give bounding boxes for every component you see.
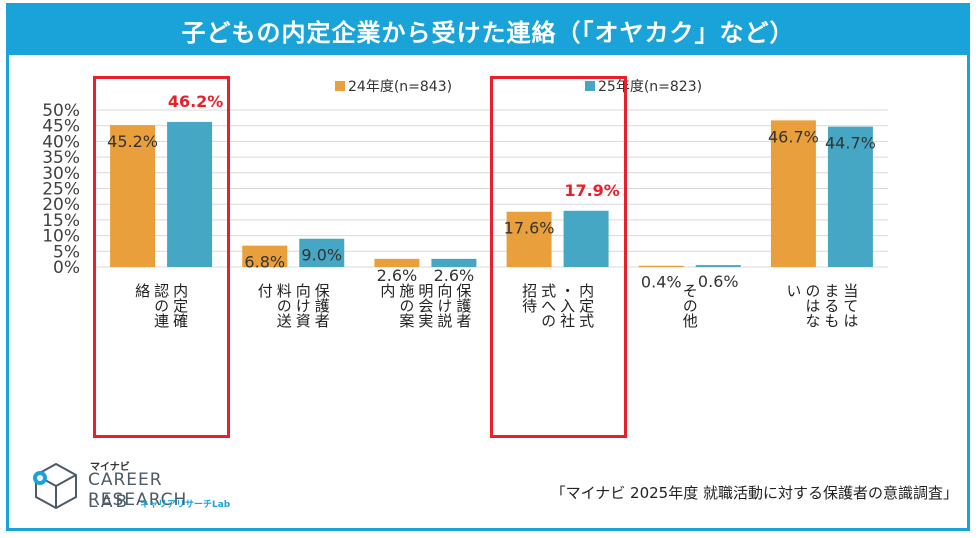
- x-tick-label: ・入社: [558, 283, 576, 328]
- bar: [563, 210, 609, 267]
- logo-line2: LAB: [88, 492, 131, 512]
- bar: [695, 265, 741, 267]
- data-label: 0.6%: [698, 272, 739, 291]
- y-tick-label: 20%: [42, 195, 80, 215]
- bar: [770, 120, 816, 267]
- data-label: 0.4%: [641, 273, 682, 292]
- x-tick-label: 明会実: [416, 283, 434, 328]
- x-tick-label: 内定確: [171, 283, 189, 328]
- bar: [110, 125, 156, 268]
- bar: [299, 238, 345, 267]
- logo-line1: CAREER RESEARCH: [88, 470, 188, 510]
- x-tick-label: 保護者: [313, 283, 331, 328]
- y-tick-label: 0%: [53, 258, 80, 278]
- x-tick-label: 認の連: [152, 283, 170, 329]
- x-tick-label: 施の案: [397, 283, 415, 328]
- highlight-box-naitei-kakunin: [93, 76, 231, 438]
- bar: [827, 126, 873, 267]
- legend-label: 24年度(n=843): [348, 79, 452, 95]
- y-tick-label: 50%: [42, 101, 80, 121]
- x-tick-label: 料の送: [275, 283, 293, 329]
- x-tick-label: 内定式: [577, 283, 595, 328]
- x-tick-label: その他: [681, 283, 699, 329]
- bar: [431, 258, 477, 267]
- bar: [242, 245, 288, 267]
- x-tick-label: 向け資: [294, 283, 312, 328]
- data-label: 46.7%: [768, 127, 819, 146]
- y-tick-label: 40%: [42, 132, 80, 152]
- data-label: 2.6%: [434, 266, 475, 285]
- data-label: 45.2%: [107, 132, 158, 151]
- logo-kana: マイナビ: [90, 462, 130, 473]
- x-tick-label: まるも: [822, 283, 840, 328]
- y-tick-label: 45%: [42, 117, 80, 137]
- y-tick-label: 15%: [42, 211, 80, 231]
- chart-title: 子どもの内定企業から受けた連絡（「オヤカク」など）: [9, 6, 967, 55]
- x-tick-label: 招待: [520, 283, 538, 314]
- x-tick-label: 付: [256, 283, 274, 299]
- y-tick-label: 25%: [42, 180, 80, 200]
- bar: [374, 258, 420, 267]
- bar: [638, 265, 684, 267]
- data-label: 6.8%: [244, 253, 285, 272]
- y-tick-label: 5%: [53, 242, 80, 262]
- data-label: 17.9%: [564, 181, 620, 200]
- data-label: 9.0%: [301, 246, 342, 265]
- legend-swatch: [585, 81, 595, 91]
- x-tick-label: 向け説: [435, 283, 453, 329]
- y-tick-label: 10%: [42, 227, 80, 247]
- career-research-lab-logo: マイナビ CAREER RESEARCH LAB キャリアリサーチLab: [28, 458, 268, 518]
- x-tick-label: 当ては: [841, 283, 859, 328]
- y-tick-label: 35%: [42, 148, 80, 168]
- y-tick-label: 30%: [42, 164, 80, 184]
- bar: [167, 121, 213, 267]
- x-tick-label: 式への: [539, 283, 557, 328]
- bar: [506, 211, 552, 267]
- data-label: 17.6%: [504, 219, 555, 238]
- x-tick-label: 内: [378, 283, 396, 299]
- x-tick-label: 絡: [133, 283, 151, 298]
- x-tick-label: 保護者: [454, 283, 472, 328]
- x-tick-label: のはな: [803, 283, 821, 328]
- cube-logo-icon: [33, 462, 77, 510]
- source-note: 「マイナビ 2025年度 就職活動に対する保護者の意識調査」: [550, 484, 958, 502]
- data-label: 44.7%: [825, 134, 876, 153]
- legend-swatch: [335, 81, 345, 91]
- x-tick-label: い: [784, 283, 802, 298]
- data-label: 2.6%: [377, 266, 418, 285]
- highlight-box-naiteishiki: [489, 76, 627, 438]
- logo-sub: キャリアリサーチLab: [140, 500, 231, 510]
- data-label: 46.2%: [168, 92, 224, 111]
